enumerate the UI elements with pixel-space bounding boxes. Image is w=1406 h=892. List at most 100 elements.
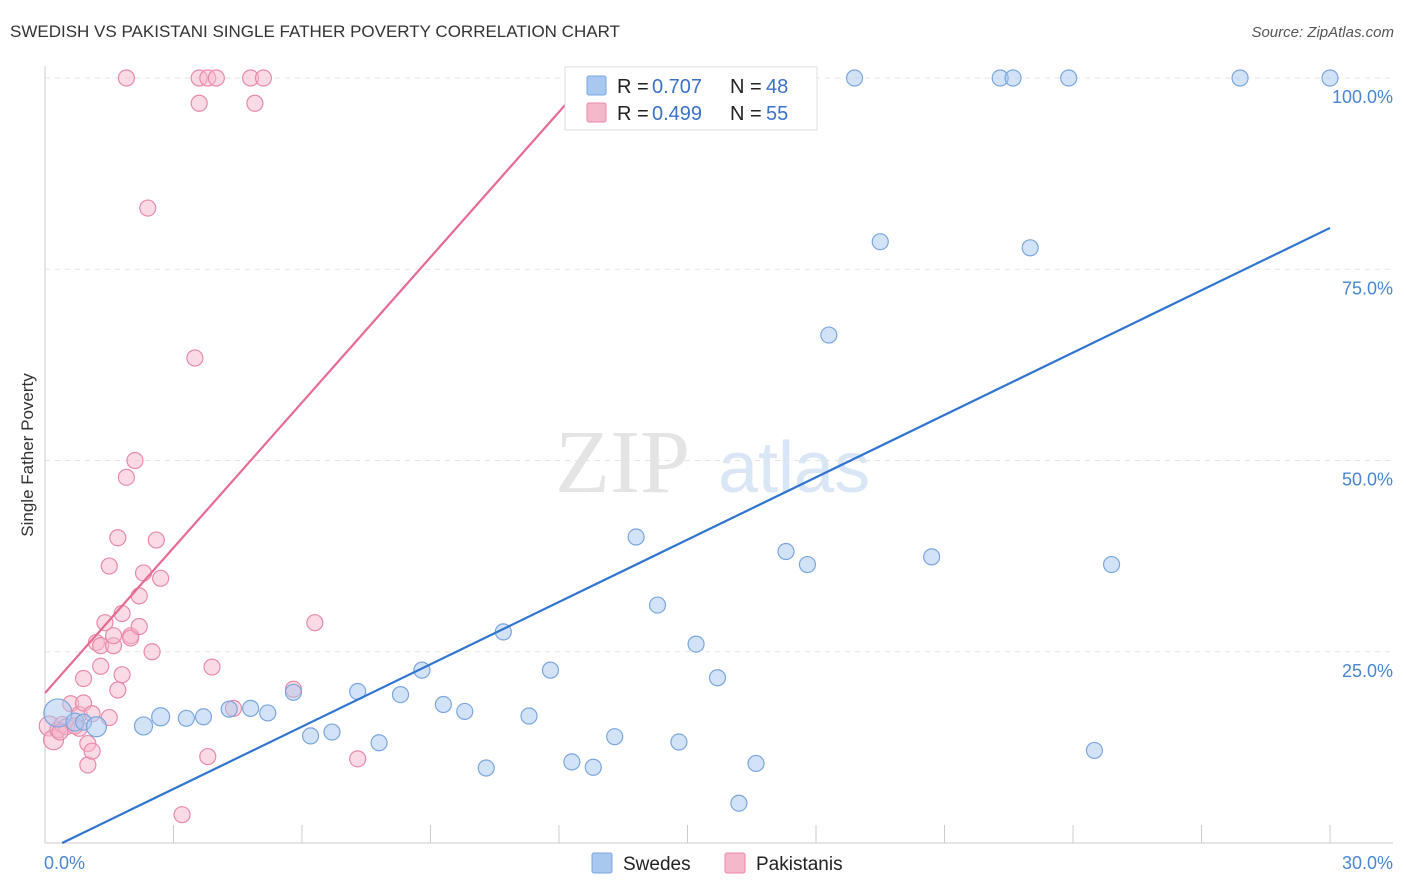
trend-lines xyxy=(44,77,1331,844)
swedes-point xyxy=(648,596,667,614)
pakistanis-point xyxy=(246,94,264,112)
swedes-r-label: R = xyxy=(617,76,649,98)
pakistanis-point xyxy=(117,468,135,486)
pakistanis-point xyxy=(306,614,324,632)
watermark-atlas: atlas xyxy=(718,428,870,508)
swedes-point xyxy=(177,709,195,727)
swedes-point xyxy=(627,528,645,546)
swedes-series-swatch xyxy=(591,852,613,874)
swedes-point xyxy=(151,707,171,727)
swedes-point xyxy=(541,661,560,679)
y-tick-label: 100.0% xyxy=(1332,87,1393,107)
pakistanis-legend-swatch xyxy=(586,102,607,123)
swedes-point xyxy=(730,794,748,812)
pakistanis-point xyxy=(143,643,161,661)
y-tick-label: 25.0% xyxy=(1342,661,1393,681)
swedes-point xyxy=(85,716,108,738)
swedes-point xyxy=(584,758,602,776)
series-legend: Swedes Pakistanis xyxy=(591,852,843,875)
swedes-point xyxy=(520,707,538,725)
swedes-point xyxy=(820,326,838,344)
pakistanis-point xyxy=(100,557,118,575)
pakistanis-point xyxy=(190,94,208,112)
swedes-point xyxy=(391,685,410,704)
swedes-point xyxy=(1231,69,1249,87)
pakistanis-point xyxy=(203,658,221,676)
pakistanis-point xyxy=(349,750,367,768)
pakistanis-r-value: 0.499 xyxy=(652,103,702,125)
swedes-point xyxy=(687,635,705,653)
swedes-point xyxy=(434,695,452,714)
swedes-point xyxy=(606,728,624,746)
swedes-point xyxy=(871,233,889,251)
pakistanis-n-label: N = xyxy=(730,103,762,125)
pakistanis-point xyxy=(113,666,131,684)
pakistanis-point xyxy=(134,564,153,582)
swedes-point xyxy=(670,733,688,751)
y-tick-label: 75.0% xyxy=(1342,278,1393,298)
swedes-point xyxy=(284,683,303,701)
pakistanis-point xyxy=(152,569,170,587)
swedes-point xyxy=(133,716,154,736)
pakistanis-point xyxy=(186,349,204,367)
swedes-n-value: 48 xyxy=(766,76,788,98)
swedes-point xyxy=(370,734,388,752)
swedes-point xyxy=(323,723,341,741)
swedes-point xyxy=(456,702,474,721)
swedes-point xyxy=(242,699,260,717)
pakistanis-n-value: 55 xyxy=(766,103,788,125)
swedes-point xyxy=(1085,741,1104,760)
pakistanis-point xyxy=(130,587,148,605)
pakistanis-series-label: Pakistanis xyxy=(756,854,843,875)
pakistanis-point xyxy=(104,627,123,645)
pakistanis-r-label: R = xyxy=(617,103,649,125)
chart-title: SWEDISH VS PAKISTANI SINGLE FATHER POVER… xyxy=(10,22,620,41)
y-tick-label: 50.0% xyxy=(1342,470,1393,490)
swedes-point xyxy=(220,700,238,718)
pakistanis-point xyxy=(109,681,127,699)
pakistanis-point xyxy=(254,69,273,87)
pakistanis-point xyxy=(173,806,191,824)
pakistanis-point xyxy=(147,531,165,549)
watermark-zip: ZIP xyxy=(555,413,690,512)
pakistanis-point xyxy=(109,529,127,547)
pakistanis-point xyxy=(126,451,144,470)
swedes-legend-swatch xyxy=(586,75,607,96)
swedes-point xyxy=(1060,69,1078,87)
pakistanis-point xyxy=(117,69,135,87)
swedes-point xyxy=(708,669,727,687)
pakistanis-point xyxy=(92,657,110,675)
pakistanis-point xyxy=(199,747,217,766)
swedes-points xyxy=(43,69,1339,812)
x-tick-max: 30.0% xyxy=(1342,853,1393,873)
y-tick-labels: 25.0% 50.0% 75.0% 100.0% xyxy=(1332,87,1393,681)
swedes-point xyxy=(194,708,213,726)
pakistanis-trend-line xyxy=(44,77,590,694)
pakistanis-point xyxy=(130,617,148,636)
x-tick-min: 0.0% xyxy=(44,853,85,873)
swedes-r-value: 0.707 xyxy=(652,76,702,98)
swedes-point xyxy=(845,69,864,87)
swedes-point xyxy=(1102,555,1121,574)
pakistanis-series-swatch xyxy=(724,852,746,874)
swedes-point xyxy=(301,727,320,745)
swedes-point xyxy=(798,555,817,574)
swedes-point xyxy=(563,753,581,771)
swedes-point xyxy=(43,698,73,728)
swedes-point xyxy=(747,754,765,773)
pakistanis-point xyxy=(96,614,114,632)
source-label: Source: ZipAtlas.com xyxy=(1251,24,1394,41)
swedes-point xyxy=(777,542,795,561)
swedes-point xyxy=(1021,239,1039,257)
swedes-point xyxy=(477,759,495,777)
swedes-series-label: Swedes xyxy=(623,854,691,875)
swedes-point xyxy=(923,548,941,566)
gridlines xyxy=(45,77,1393,653)
pakistanis-point xyxy=(122,629,140,647)
swedes-point xyxy=(1004,69,1022,87)
pakistanis-point xyxy=(83,742,101,760)
y-axis-title: Single Father Poverty xyxy=(18,373,37,537)
swedes-n-label: N = xyxy=(730,76,762,98)
swedes-trend-line xyxy=(61,226,1331,844)
